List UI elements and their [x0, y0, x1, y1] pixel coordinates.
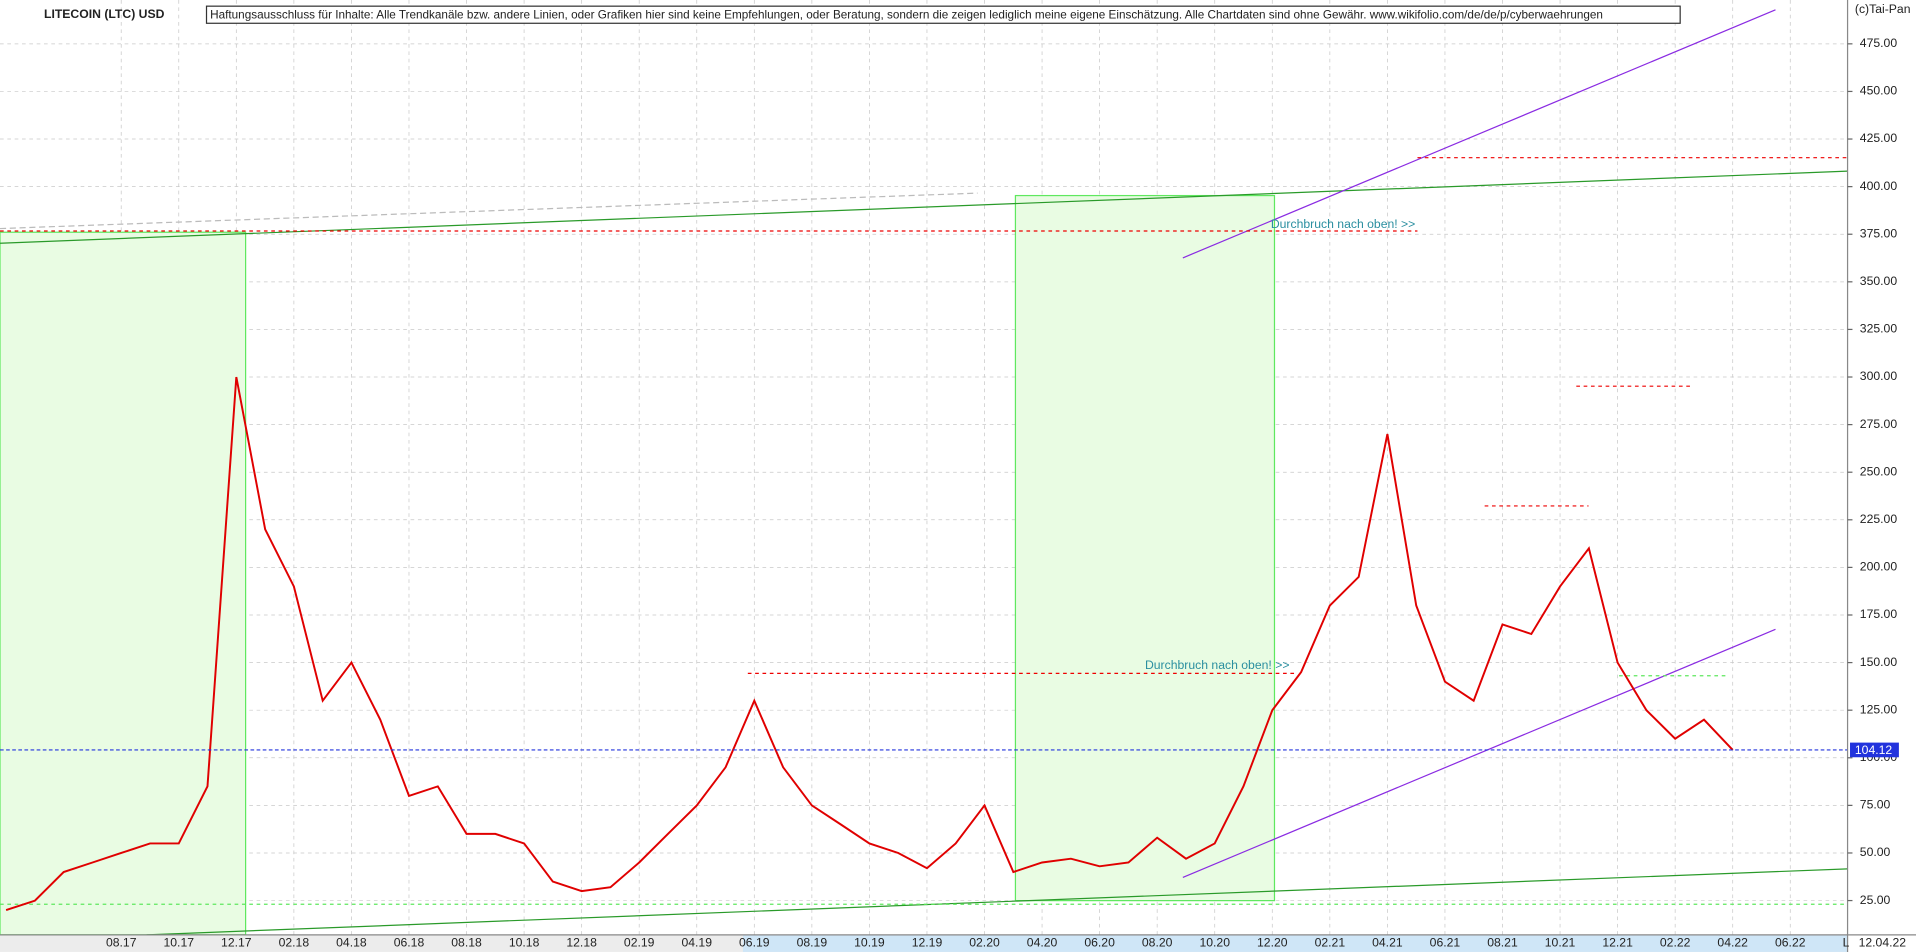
x-tick-label: 02.18 — [279, 936, 310, 950]
zone — [1014, 194, 1276, 902]
x-tick-label: 02.22 — [1660, 936, 1691, 950]
y-tick-label: 275.00 — [1860, 417, 1898, 431]
y-tick-label: 300.00 — [1860, 369, 1898, 383]
y-tick-label: 25.00 — [1860, 893, 1891, 907]
x-tick-label: 10.18 — [509, 936, 540, 950]
trend-line — [146, 868, 1848, 936]
plot — [0, 376, 1848, 911]
y-tick-label: 225.00 — [1860, 512, 1898, 526]
x-tick-label: 02.20 — [969, 936, 1000, 950]
zone — [0, 231, 247, 936]
trend-line — [0, 170, 1848, 244]
y-tick-label: 150.00 — [1860, 655, 1898, 669]
x-tick-label: 08.20 — [1142, 936, 1173, 950]
x-tick-label: 06.19 — [739, 936, 770, 950]
y-tick-label: 75.00 — [1860, 798, 1891, 812]
x-tick-label: 08.21 — [1487, 936, 1518, 950]
y-tick-label: 200.00 — [1860, 560, 1898, 574]
axes: 25.0050.0075.00100.00125.00150.00175.002… — [106, 36, 1899, 950]
x-tick-label: 06.21 — [1430, 936, 1461, 950]
disclaimer-box — [205, 5, 1681, 24]
y-tick-label: 400.00 — [1860, 179, 1898, 193]
channel-line — [1182, 9, 1776, 259]
y-tick-label: 175.00 — [1860, 607, 1898, 621]
annotation: Durchbruch nach oben! >> — [1271, 217, 1416, 231]
copyright: (c)Tai-Pan — [1855, 2, 1911, 16]
y-tick-label: 475.00 — [1860, 36, 1898, 50]
current-price-label: 104.12 — [1855, 743, 1893, 757]
scale-mode: L — [1843, 936, 1850, 950]
y-tick-label: 375.00 — [1860, 226, 1898, 240]
x-tick-label: 12.18 — [566, 936, 597, 950]
x-tick-label: 10.20 — [1199, 936, 1230, 950]
y-tick-label: 325.00 — [1860, 322, 1898, 336]
trend-line — [0, 192, 978, 230]
x-tick-label: 10.19 — [854, 936, 885, 950]
price-line — [5, 376, 1734, 911]
x-tick-label: 06.22 — [1775, 936, 1806, 950]
x-tick-label: 08.18 — [451, 936, 482, 950]
last-date: 12.04.22 — [1859, 936, 1907, 950]
x-tick-label: 08.17 — [106, 936, 137, 950]
y-tick-label: 250.00 — [1860, 464, 1898, 478]
y-tick-label: 425.00 — [1860, 131, 1898, 145]
x-tick-label: 10.21 — [1545, 936, 1576, 950]
x-tick-label: 04.21 — [1372, 936, 1403, 950]
grid — [0, 0, 1848, 935]
x-tick-label: 06.20 — [1084, 936, 1115, 950]
y-tick-label: 450.00 — [1860, 84, 1898, 98]
x-tick-label: 04.22 — [1717, 936, 1748, 950]
current-price-box — [1850, 742, 1899, 758]
x-tick-label: 12.17 — [221, 936, 252, 950]
x-tick-label: 12.20 — [1257, 936, 1288, 950]
x-tick-label: 12.19 — [912, 936, 943, 950]
x-axis-highlight — [742, 934, 1848, 952]
disclaimer: Haftungsausschluss für Inhalte: Alle Tre… — [210, 8, 1603, 21]
channel-line — [1182, 628, 1776, 878]
x-tick-label: 04.20 — [1027, 936, 1058, 950]
x-tick-label: 10.17 — [163, 936, 194, 950]
x-tick-label: 12.21 — [1602, 936, 1633, 950]
annotation: Durchbruch nach oben! >> — [1145, 658, 1290, 672]
x-tick-label: 08.19 — [797, 936, 828, 950]
y-tick-label: 50.00 — [1860, 845, 1891, 859]
x-tick-label: 06.18 — [394, 936, 425, 950]
x-tick-label: 02.19 — [624, 936, 655, 950]
x-tick-label: 04.19 — [681, 936, 712, 950]
x-tick-label: 02.21 — [1315, 936, 1346, 950]
y-tick-label: 350.00 — [1860, 274, 1898, 288]
y-tick-label: 125.00 — [1860, 702, 1898, 716]
chart-title: LITECOIN (LTC) USD — [44, 7, 165, 21]
x-tick-label: 04.18 — [336, 936, 367, 950]
